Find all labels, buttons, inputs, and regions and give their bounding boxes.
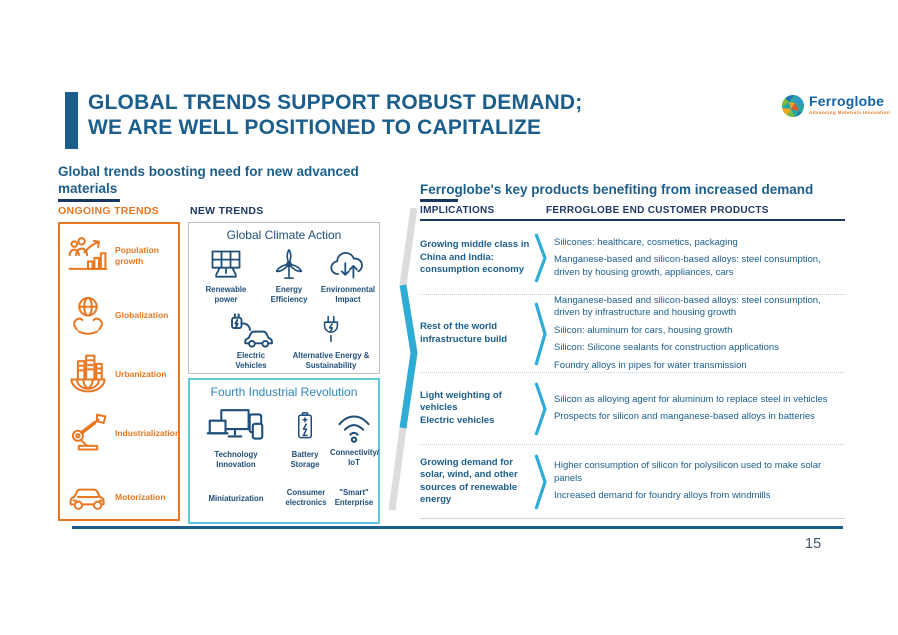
ev-car-icon xyxy=(221,311,281,349)
climate-item-environmental: Environmental Impact xyxy=(319,247,377,304)
row-chevron-icon xyxy=(534,381,547,436)
table-row: Light weighting of vehicles Electric veh… xyxy=(420,373,848,444)
cloud-arrows-icon xyxy=(319,247,377,283)
table-bottom-separator xyxy=(420,518,845,519)
section-transition-chevron-icon xyxy=(383,203,427,515)
trend-label: Motorization xyxy=(115,491,166,502)
product-item: Silicon as alloying agent for aluminum t… xyxy=(554,393,828,405)
trend-row-industrialization: Industrialization xyxy=(66,409,181,457)
row-chevron-icon xyxy=(534,302,547,366)
climate-item-alt-energy: Alternative Energy & Sustainability xyxy=(287,311,375,370)
right-subtitle-underline xyxy=(420,199,458,202)
climate-item-label: Alternative Energy & Sustainability xyxy=(292,351,370,370)
industrialization-icon xyxy=(66,411,110,455)
industry-subitem-consumer-electronics: Consumer electronics xyxy=(285,488,327,507)
right-section-subtitle: Ferroglobe's key products benefiting fro… xyxy=(420,182,814,197)
row-separator xyxy=(420,444,845,445)
product-item: Foundry alloys in pipes for water transm… xyxy=(554,359,747,371)
logo-tagline: Advancing Materials Innovation xyxy=(809,110,891,115)
industry-item-connectivity: Connectivity/ IoT xyxy=(330,406,379,467)
table-header-line xyxy=(420,219,845,221)
motorization-icon xyxy=(66,475,110,519)
climate-item-label: Environmental Impact xyxy=(320,285,376,304)
slide-title: GLOBAL TRENDS SUPPORT ROBUST DEMAND; WE … xyxy=(88,90,648,140)
title-accent-bar xyxy=(65,92,78,149)
trend-label: Population growth xyxy=(115,245,159,266)
slide-title-line2: WE ARE WELL POSITIONED TO CAPITALIZE xyxy=(88,116,542,140)
trend-label: Urbanization xyxy=(115,368,167,379)
implications-header: IMPLICATIONS xyxy=(420,205,495,216)
row-separator xyxy=(420,372,845,373)
urbanization-icon xyxy=(66,352,110,396)
trend-label: Globalization xyxy=(115,309,169,320)
industry-subitem-smart-enterprise: "Smart" Enterprise xyxy=(334,488,374,507)
climate-item-renewable: Renewable power xyxy=(195,247,257,304)
wifi-icon xyxy=(330,406,378,446)
product-item: Manganese-based and silicon-based alloys… xyxy=(554,295,821,319)
product-item: Silicones: healthcare, cosmetics, packag… xyxy=(554,236,738,248)
industry-item-battery: Battery Storage xyxy=(282,404,328,469)
product-item: Silicon: Silicone sealants for construct… xyxy=(554,342,779,354)
industry-box-title: Fourth Industrial Revolution xyxy=(210,385,358,399)
trend-row-population: Population growth xyxy=(66,232,181,280)
globalization-icon xyxy=(66,293,110,337)
global-climate-action-box: Global Climate Action Renewable power xyxy=(188,222,380,374)
product-item: Prospects for silicon and manganese-base… xyxy=(554,411,815,422)
trend-row-motorization: Motorization xyxy=(66,473,181,521)
devices-icon xyxy=(194,406,278,448)
left-subtitle-underline xyxy=(58,199,120,202)
trend-label: Industrialization xyxy=(115,427,181,438)
ferroglobe-logo: Ferroglobe Advancing Materials Innovatio… xyxy=(781,94,890,118)
implication-text: Light weighting of vehicles Electric veh… xyxy=(420,389,502,426)
wind-turbine-icon xyxy=(262,247,316,283)
climate-box-title: Global Climate Action xyxy=(226,228,342,242)
slide-title-line1: GLOBAL TRENDS SUPPORT ROBUST DEMAND; xyxy=(88,91,583,114)
implication-text: Growing middle class in China and India:… xyxy=(420,239,530,276)
industry-subitem-miniaturization: Miniaturization xyxy=(208,494,264,503)
globe-logo-icon xyxy=(781,94,805,118)
trend-row-urbanization: Urbanization xyxy=(66,350,181,398)
left-section-subtitle: Global trends boosting need for new adva… xyxy=(58,164,359,196)
row-chevron-icon xyxy=(534,453,547,510)
climate-item-label: Renewable power xyxy=(205,285,247,304)
battery-icon xyxy=(282,404,328,448)
industry-item-label: Technology Innovation xyxy=(214,450,258,469)
logo-name: Ferroglobe xyxy=(809,93,885,109)
product-item: Silicon: aluminum for cars, housing grow… xyxy=(554,324,733,336)
trend-row-globalization: Globalization xyxy=(66,291,181,339)
slide-bottom-rule xyxy=(72,526,843,529)
product-item: Increased demand for foundry alloys from… xyxy=(554,490,771,502)
table-row: Rest of the world infrastructure build M… xyxy=(420,295,848,372)
ongoing-trends-header: ONGOING TRENDS xyxy=(58,205,160,217)
industry-item-technology: Technology Innovation xyxy=(194,406,278,469)
solar-panel-icon xyxy=(195,247,257,283)
fourth-industrial-revolution-box: Fourth Industrial Revolution Technology … xyxy=(188,378,380,524)
product-item: Higher consumption of silicon for polysi… xyxy=(554,460,822,484)
row-separator xyxy=(420,294,845,295)
end-customer-products-header: FERROGLOBE END CUSTOMER PRODUCTS xyxy=(546,205,769,216)
table-row: Growing middle class in China and India:… xyxy=(420,222,848,294)
implication-text: Growing demand for solar, wind, and othe… xyxy=(420,456,518,505)
page-number: 15 xyxy=(805,536,822,552)
climate-item-efficiency: Energy Efficiency xyxy=(262,247,316,304)
row-chevron-icon xyxy=(534,233,547,283)
ongoing-trends-box: Population growth Globalization xyxy=(58,222,180,521)
climate-item-ev: Electric Vehicles xyxy=(221,311,281,370)
population-growth-icon xyxy=(66,234,110,278)
climate-item-label: Energy Efficiency xyxy=(270,285,308,304)
product-item: Manganese-based and silicon-based alloys… xyxy=(554,254,821,278)
industry-item-label: Connectivity/ IoT xyxy=(330,448,379,467)
plug-lightning-icon xyxy=(287,311,375,349)
climate-item-label: Electric Vehicles xyxy=(235,351,267,370)
new-trends-header: NEW TRENDS xyxy=(190,205,264,217)
implication-text: Rest of the world infrastructure build xyxy=(420,321,508,345)
table-row: Growing demand for solar, wind, and othe… xyxy=(420,445,848,518)
industry-item-label: Battery Storage xyxy=(290,450,320,469)
